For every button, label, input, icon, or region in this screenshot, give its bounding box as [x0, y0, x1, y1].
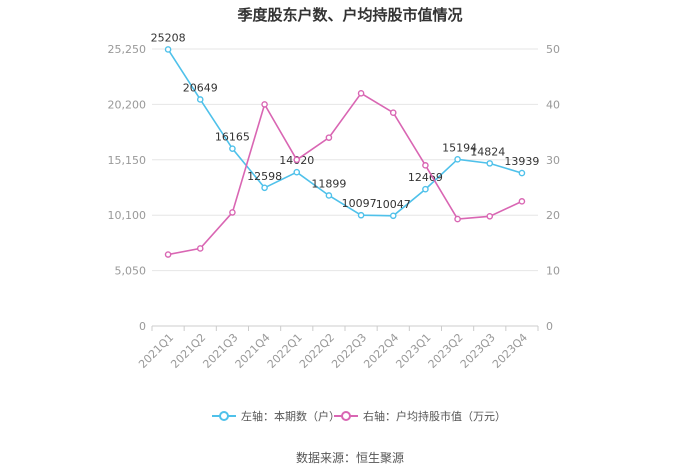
data-point-avg-market-value [261, 101, 268, 108]
left-axis-tick-label: 15,150 [108, 154, 147, 167]
left-axis-tick-label: 20,200 [108, 98, 147, 111]
data-point-holders [518, 169, 526, 177]
data-point-holders [486, 160, 494, 167]
data-point-holders [422, 185, 429, 193]
data-point-holders [196, 96, 204, 103]
legend-label-right-series: 右轴：户均持股市值（万元） [363, 410, 506, 423]
legend-swatch-right-series [334, 411, 358, 421]
data-point-holders [261, 184, 268, 192]
data-point-avg-market-value [164, 251, 172, 258]
data-label: 13939 [504, 155, 539, 168]
right-axis-tick-label: 40 [546, 98, 560, 111]
chart-legend: 左轴：本期数（户） 右轴：户均持股市值（万元） [0, 408, 700, 428]
data-label: 25208 [151, 31, 186, 44]
data-point-holders [454, 156, 461, 163]
series-line-avg-market-value [167, 92, 523, 256]
legend-item-right-series[interactable]: 右轴：户均持股市值（万元） [334, 408, 506, 424]
data-label: 15194 [442, 141, 477, 154]
data-point-avg-market-value [454, 215, 461, 223]
data-point-holders [357, 211, 365, 219]
data-point-holders [229, 145, 236, 152]
data-source: 数据来源：恒生聚源 [295, 451, 404, 465]
data-label: 10097 [342, 197, 377, 210]
data-point-avg-market-value [518, 198, 526, 205]
data-point-holders [293, 168, 301, 176]
x-axis-tick-label: 2023Q4 [490, 331, 530, 371]
data-label: 16165 [215, 131, 250, 144]
data-point-avg-market-value [325, 134, 333, 141]
legend-item-left-series[interactable]: 左轴：本期数（户） [212, 408, 340, 424]
data-label: 12598 [247, 170, 282, 183]
chart-title: 季度股东户数、户均持股市值情况 [237, 6, 463, 24]
data-point-avg-market-value [229, 209, 236, 216]
data-point-holders [164, 46, 172, 53]
data-label: 10047 [376, 198, 411, 211]
data-point-avg-market-value [293, 156, 301, 164]
data-label: 20649 [183, 81, 218, 94]
right-axis-tick-label: 30 [546, 154, 560, 167]
data-label: 12469 [408, 171, 443, 184]
data-point-avg-market-value [357, 90, 365, 97]
left-axis-tick-label: 5,050 [115, 265, 147, 278]
right-axis-tick-label: 20 [546, 209, 560, 222]
data-point-avg-market-value [486, 213, 494, 220]
data-point-holders [389, 212, 397, 220]
left-axis-tick-label: 25,250 [108, 43, 147, 56]
data-label: 11899 [311, 177, 346, 190]
right-axis-tick-label: 50 [546, 43, 560, 56]
legend-label-left-series: 左轴：本期数（户） [241, 410, 340, 423]
right-axis-tick-label: 0 [546, 320, 553, 333]
left-axis-tick-label: 0 [139, 320, 146, 333]
legend-swatch-left-series [212, 411, 236, 421]
data-label: 14824 [470, 145, 505, 158]
right-axis-tick-label: 10 [546, 265, 560, 278]
data-point-holders [325, 192, 333, 199]
data-point-avg-market-value [422, 162, 429, 169]
data-point-avg-market-value [196, 245, 204, 252]
series-line-holders [167, 49, 523, 217]
data-point-avg-market-value [389, 109, 397, 117]
left-axis-tick-label: 10,100 [108, 209, 147, 222]
